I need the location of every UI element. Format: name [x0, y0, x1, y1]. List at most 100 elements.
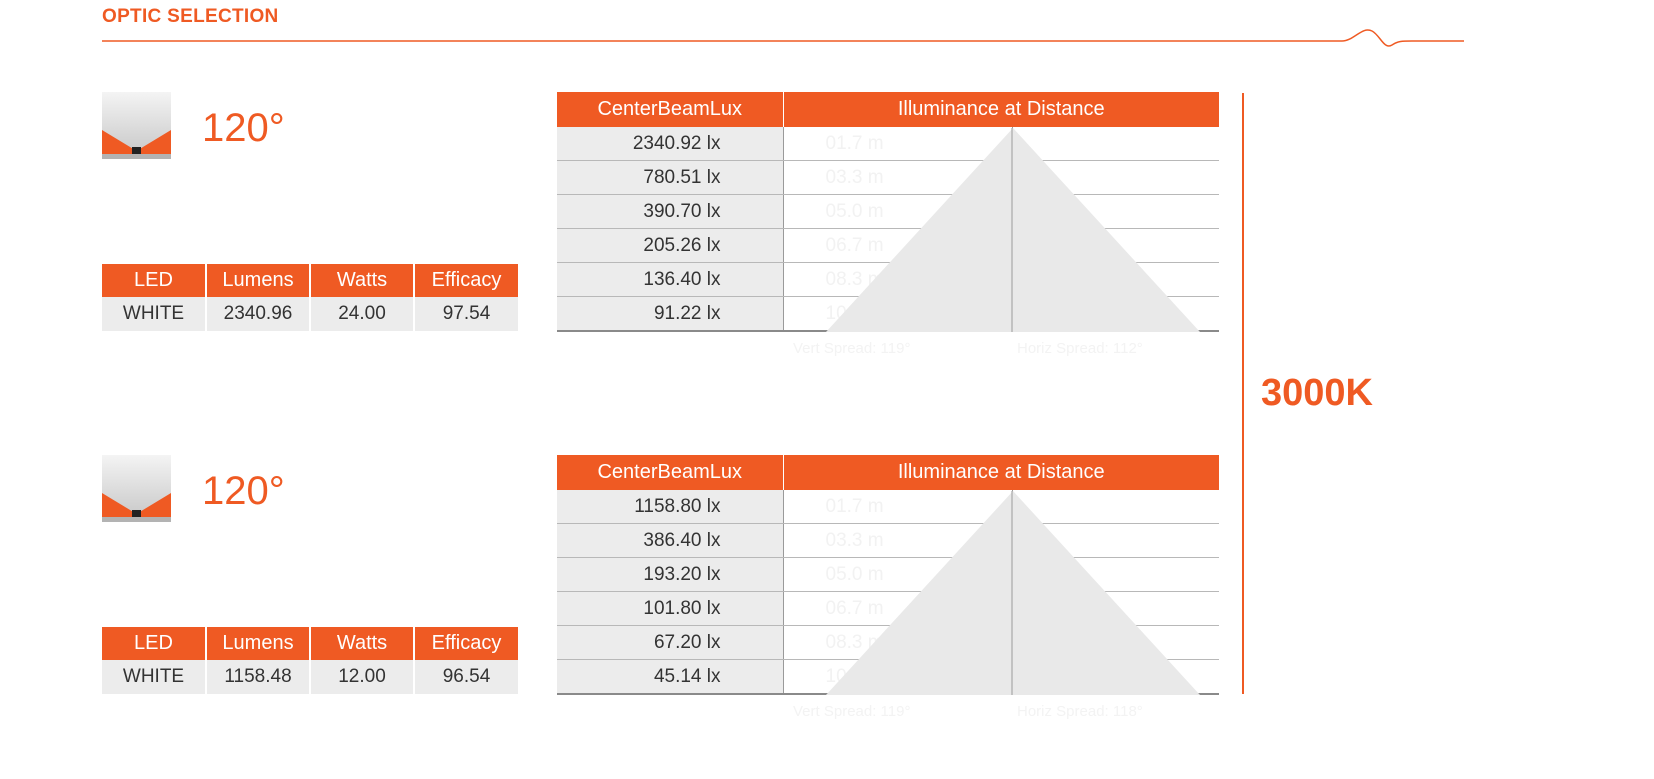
table-row: 91.22 lx 10.0 m [557, 296, 1219, 332]
table-row: 136.40 lx 08.3 m [557, 262, 1219, 297]
empty-cell [1012, 160, 1219, 195]
table-row: 101.80 lx 06.7 m [557, 591, 1219, 626]
distance-suffix: m [862, 563, 884, 585]
distance-value: 01.7 m [783, 490, 1013, 524]
distance-suffix: m [862, 166, 884, 188]
spec-efficacy: 97.54 [414, 297, 518, 331]
lux-value: 193.20 lx [557, 557, 784, 592]
lux-value: 2340.92 lx [557, 127, 784, 161]
distance-value: 03.3 m [783, 523, 1013, 558]
empty-cell [1012, 557, 1219, 592]
illuminance-panel: CenterBeamLux Illuminance at Distance 11… [557, 455, 1219, 720]
wide-beam-optic-icon [102, 92, 171, 159]
lux-value: 390.70 lx [557, 194, 784, 229]
table-row: 390.70 lx 05.0 m [557, 194, 1219, 229]
illuminance-table: CenterBeamLux Illuminance at Distance 11… [557, 455, 1219, 695]
distance-value: 06.7 m [783, 591, 1013, 626]
spec-header-watts: Watts [310, 264, 415, 297]
distance-suffix: m [862, 234, 884, 256]
distance-prefix: 10 [825, 302, 847, 324]
beam-angle: 120° [202, 469, 285, 513]
spec-lumens: 1158.48 [206, 660, 311, 694]
distance-value: 01.7 m [783, 127, 1013, 161]
cct-divider [1242, 93, 1244, 694]
distance-prefix: 10 [825, 665, 847, 687]
spec-led: WHITE [102, 660, 207, 694]
table-row: 45.14 lx 10.0 m [557, 659, 1219, 695]
page-title: OPTIC SELECTION [102, 6, 279, 27]
illuminance-panel: CenterBeamLux Illuminance at Distance 23… [557, 92, 1219, 357]
distance-prefix: 03.3 [825, 166, 863, 188]
empty-cell [1012, 228, 1219, 263]
empty-cell [1012, 591, 1219, 626]
distance-suffix: m [862, 597, 884, 619]
spec-led: WHITE [102, 297, 207, 331]
header-illuminance-distance: Illuminance at Distance [783, 455, 1219, 490]
distance-suffix: m [862, 200, 884, 222]
optic-section-2: 120° LED Lumens Watts Efficacy WHITE 115… [0, 455, 1654, 755]
lux-value: 386.40 lx [557, 523, 784, 558]
distance-prefix: 01.7 [825, 495, 863, 517]
empty-cell [1012, 296, 1219, 332]
lux-value: 45.14 lx [557, 659, 784, 695]
lux-value: 1158.80 lx [557, 490, 784, 524]
spec-header-efficacy: Efficacy [414, 627, 518, 660]
empty-cell [1012, 127, 1219, 161]
lux-value: 91.22 lx [557, 296, 784, 332]
horizontal-spread-label: Horiz Spread: 118° [1017, 703, 1143, 720]
distance-value: 03.3 m [783, 160, 1013, 195]
empty-cell [1012, 523, 1219, 558]
distance-value: 10.0 m [783, 296, 1013, 332]
distance-suffix: m [862, 631, 884, 653]
spec-header-led: LED [102, 627, 207, 660]
header-illuminance-distance: Illuminance at Distance [783, 92, 1219, 127]
distance-value: 08.3 m [783, 262, 1013, 297]
distance-value: 10.0 m [783, 659, 1013, 695]
empty-cell [1012, 194, 1219, 229]
header-center-beam-lux: CenterBeamLux [557, 92, 784, 127]
distance-prefix: 05.0 [825, 200, 863, 222]
table-row: 780.51 lx 03.3 m [557, 160, 1219, 195]
table-row: 1158.80 lx 01.7 m [557, 490, 1219, 524]
distance-suffix: .0 m [846, 665, 884, 687]
beam-angle: 120° [202, 106, 285, 150]
header-divider [102, 29, 1464, 47]
spec-header-lumens: Lumens [206, 264, 311, 297]
distance-value: 08.3 m [783, 625, 1013, 660]
distance-suffix: m [862, 495, 884, 517]
spec-table: LED Lumens Watts Efficacy WHITE 1158.48 … [102, 627, 518, 694]
horizontal-spread-label: Horiz Spread: 112° [1017, 340, 1143, 357]
empty-cell [1012, 262, 1219, 297]
vertical-spread-label: Vert Spread: 119° [793, 340, 911, 357]
lux-value: 780.51 lx [557, 160, 784, 195]
distance-prefix: 06.7 [825, 234, 863, 256]
distance-prefix: 05.0 [825, 563, 863, 585]
distance-suffix: .0 m [846, 302, 884, 324]
wide-beam-optic-icon [102, 455, 171, 522]
spec-header-led: LED [102, 264, 207, 297]
distance-value: 06.7 m [783, 228, 1013, 263]
table-row: 386.40 lx 03.3 m [557, 523, 1219, 558]
spec-header-efficacy: Efficacy [414, 264, 518, 297]
distance-prefix: 08.3 [825, 268, 863, 290]
distance-suffix: m [862, 132, 884, 154]
lux-value: 101.80 lx [557, 591, 784, 626]
optic-section-1: 120° LED Lumens Watts Efficacy WHITE 234… [0, 92, 1654, 392]
spec-header-watts: Watts [310, 627, 415, 660]
empty-cell [1012, 490, 1219, 524]
distance-value: 05.0 m [783, 557, 1013, 592]
distance-prefix: 01.7 [825, 132, 863, 154]
spec-lumens: 2340.96 [206, 297, 311, 331]
empty-cell [1012, 625, 1219, 660]
color-temperature: 3000K [1261, 372, 1373, 414]
spec-watts: 12.00 [310, 660, 415, 694]
distance-suffix: m [862, 529, 884, 551]
table-row: 205.26 lx 06.7 m [557, 228, 1219, 263]
spec-header-lumens: Lumens [206, 627, 311, 660]
vertical-spread-label: Vert Spread: 119° [793, 703, 911, 720]
table-row: 193.20 lx 05.0 m [557, 557, 1219, 592]
lux-value: 67.20 lx [557, 625, 784, 660]
spec-efficacy: 96.54 [414, 660, 518, 694]
distance-prefix: 08.3 [825, 631, 863, 653]
empty-cell [1012, 659, 1219, 695]
